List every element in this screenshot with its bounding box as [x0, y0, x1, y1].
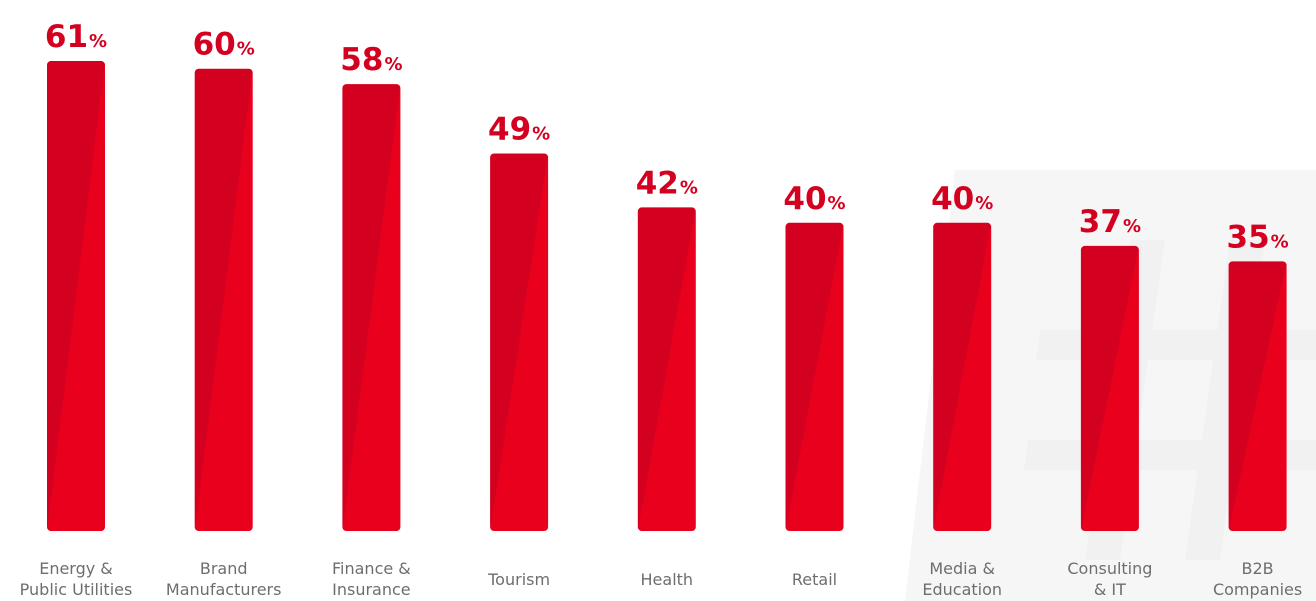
- value-label: 60%: [193, 27, 255, 63]
- bar: [785, 222, 844, 531]
- category-label: Media & Education: [922, 559, 1002, 599]
- bar: [490, 153, 549, 531]
- bar: [1228, 261, 1287, 531]
- value-labels-group: 61% 60% 58% 49% 42% 40% 40% 37% 35%: [45, 19, 1289, 255]
- category-labels-group: Energy & Public Utilities Brand Manufacture…: [20, 559, 1303, 599]
- value-label: 49%: [488, 111, 550, 147]
- value-label: 40%: [931, 181, 993, 217]
- bars-group: [47, 61, 1287, 532]
- bar: [1080, 245, 1139, 531]
- value-label: 42%: [636, 165, 698, 201]
- value-label: 61%: [45, 19, 107, 55]
- bar: [933, 222, 992, 531]
- category-label: Retail: [792, 570, 837, 589]
- category-label: Consulting & IT: [1067, 559, 1152, 599]
- value-label: 37%: [1079, 204, 1141, 240]
- category-label: Health: [641, 570, 694, 589]
- category-label: B2B Companies: [1213, 559, 1302, 599]
- bar: [637, 207, 696, 532]
- bar: [47, 61, 105, 531]
- bar: [342, 84, 401, 532]
- value-label: 35%: [1227, 219, 1289, 255]
- value-label: 58%: [340, 42, 402, 78]
- category-label: Energy & Public Utilities: [20, 559, 133, 599]
- category-label: Finance & Insurance: [332, 559, 411, 599]
- value-label: 40%: [783, 181, 845, 217]
- category-label: Brand Manufacturers: [166, 559, 282, 599]
- category-label: Tourism: [487, 570, 550, 589]
- bar: [194, 68, 253, 531]
